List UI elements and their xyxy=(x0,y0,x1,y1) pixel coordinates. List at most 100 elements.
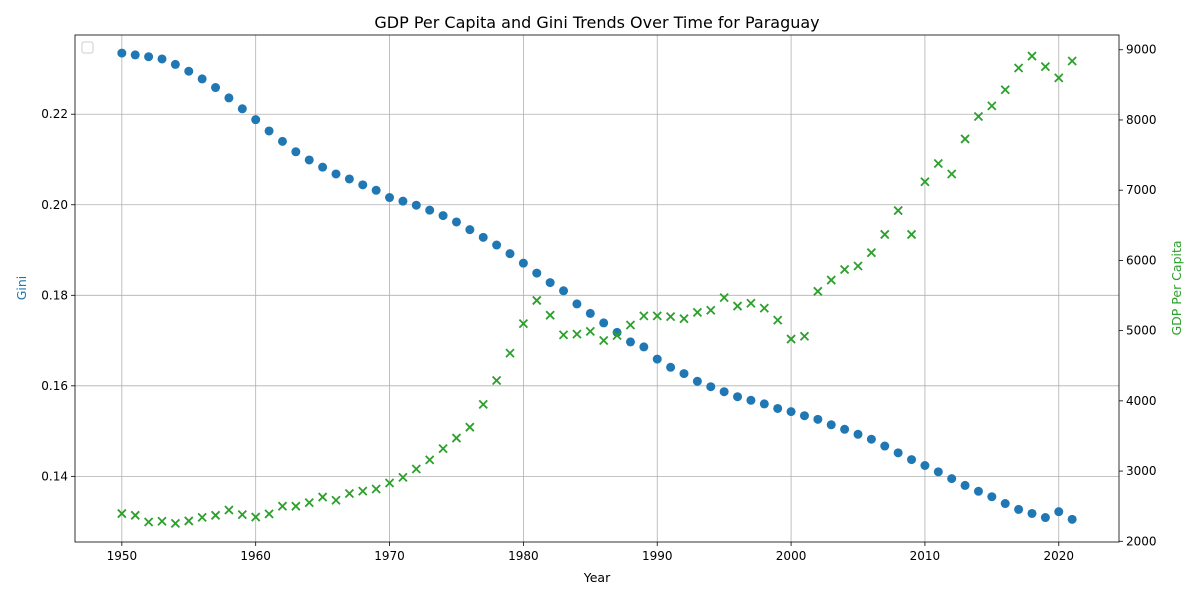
gdp-point xyxy=(532,295,542,306)
gini-point xyxy=(907,455,917,465)
gini-point xyxy=(773,403,783,413)
gini-point xyxy=(625,337,635,347)
gdp-point xyxy=(411,464,421,474)
gdp-point xyxy=(170,518,181,529)
gini-point xyxy=(866,434,876,444)
gdp-point xyxy=(451,433,462,443)
gdp-point xyxy=(987,101,997,111)
gini-point xyxy=(344,174,354,184)
gdp-point xyxy=(839,264,850,275)
gini-point xyxy=(385,193,395,203)
gdp-point xyxy=(880,229,890,240)
gini-point xyxy=(1054,507,1064,517)
gdp-point xyxy=(679,314,689,324)
gdp-point xyxy=(157,516,167,526)
gini-point xyxy=(492,240,502,250)
gini-point xyxy=(572,299,582,309)
gini-point xyxy=(211,83,221,93)
gini-point xyxy=(237,104,247,114)
gdp-point xyxy=(505,348,515,358)
gini-point xyxy=(438,211,448,221)
gini-point xyxy=(331,169,341,179)
y-right-tick-label: 6000 xyxy=(1126,253,1157,267)
gdp-point xyxy=(933,158,943,169)
y-left-tick-label: 0.14 xyxy=(41,469,68,483)
gdp-point xyxy=(585,326,595,336)
gini-point xyxy=(318,162,328,172)
gdp-point xyxy=(692,307,703,318)
y-right-tick-label: 7000 xyxy=(1126,183,1157,197)
gini-point xyxy=(371,185,381,195)
gini-point xyxy=(679,369,689,379)
gdp-point xyxy=(1027,51,1037,61)
ticks: 1950 1960 1970 1980 1990 2000 2010 2020 0.14 0.16… xyxy=(41,43,1156,563)
gdp-point xyxy=(558,330,569,340)
gdp-point xyxy=(143,517,154,527)
gdp-point xyxy=(719,292,729,303)
y-right-tick-label: 3000 xyxy=(1126,464,1157,478)
gini-point xyxy=(545,278,555,288)
gdp-point xyxy=(1040,61,1051,72)
x-tick-label: 1990 xyxy=(642,549,673,563)
gini-point xyxy=(518,258,528,268)
gini-point xyxy=(478,232,488,242)
x-tick-label: 1970 xyxy=(374,549,405,563)
gini-point xyxy=(987,492,997,502)
gini-point xyxy=(304,155,314,165)
gini-point xyxy=(144,52,154,62)
x-tick-label: 1960 xyxy=(240,549,271,563)
gdp-point xyxy=(639,311,649,321)
gdp-point xyxy=(210,510,221,520)
gdp-point xyxy=(706,305,716,315)
gdp-point xyxy=(184,516,194,526)
gdp-point xyxy=(465,422,475,432)
gini-point xyxy=(358,180,368,190)
gini-point xyxy=(826,420,836,430)
gdp-point xyxy=(384,478,395,488)
legend-box xyxy=(81,41,94,54)
x-tick-label: 2000 xyxy=(776,549,807,563)
gdp-point xyxy=(853,261,863,271)
gdp-point xyxy=(960,134,970,144)
gdp-point xyxy=(264,509,274,519)
gdp-point xyxy=(625,320,636,330)
gini-point xyxy=(799,411,809,421)
x-tick-label: 2010 xyxy=(910,549,941,563)
gdp-point xyxy=(732,301,743,311)
gdp-point xyxy=(813,286,823,296)
x-axis-label: Year xyxy=(583,570,611,585)
gdp-point xyxy=(491,375,502,386)
gdp-point xyxy=(331,495,341,505)
gini-point xyxy=(733,392,743,402)
gdp-point xyxy=(317,492,328,502)
gini-point xyxy=(853,429,863,439)
gini-point xyxy=(1040,513,1050,523)
gini-point xyxy=(411,200,421,210)
y-left-tick-label: 0.16 xyxy=(41,379,68,393)
gini-point xyxy=(960,480,970,490)
legend xyxy=(81,41,94,54)
gini-point xyxy=(398,196,408,206)
gdp-point xyxy=(425,455,435,465)
y-right-tick-label: 8000 xyxy=(1126,113,1157,127)
gdp-point xyxy=(612,330,622,341)
gini-point xyxy=(264,126,274,136)
gini-point xyxy=(224,93,234,103)
gdp-point xyxy=(906,229,917,240)
y-axis-left-label: Gini xyxy=(14,276,29,301)
x-tick-label: 1980 xyxy=(508,549,539,563)
gdp-point xyxy=(799,331,810,341)
gini-point xyxy=(451,217,461,227)
gini-point xyxy=(973,486,983,496)
gdp-point xyxy=(599,335,609,346)
plot-frame xyxy=(74,34,1120,543)
gdp-point xyxy=(197,512,207,523)
gdp-point xyxy=(545,310,555,320)
gini-point xyxy=(157,54,167,64)
gini-point xyxy=(639,342,649,352)
gdp-point xyxy=(572,329,582,339)
gdp-point xyxy=(1013,63,1024,73)
x-tick-label: 1950 xyxy=(107,549,138,563)
gdp-point xyxy=(438,443,448,454)
